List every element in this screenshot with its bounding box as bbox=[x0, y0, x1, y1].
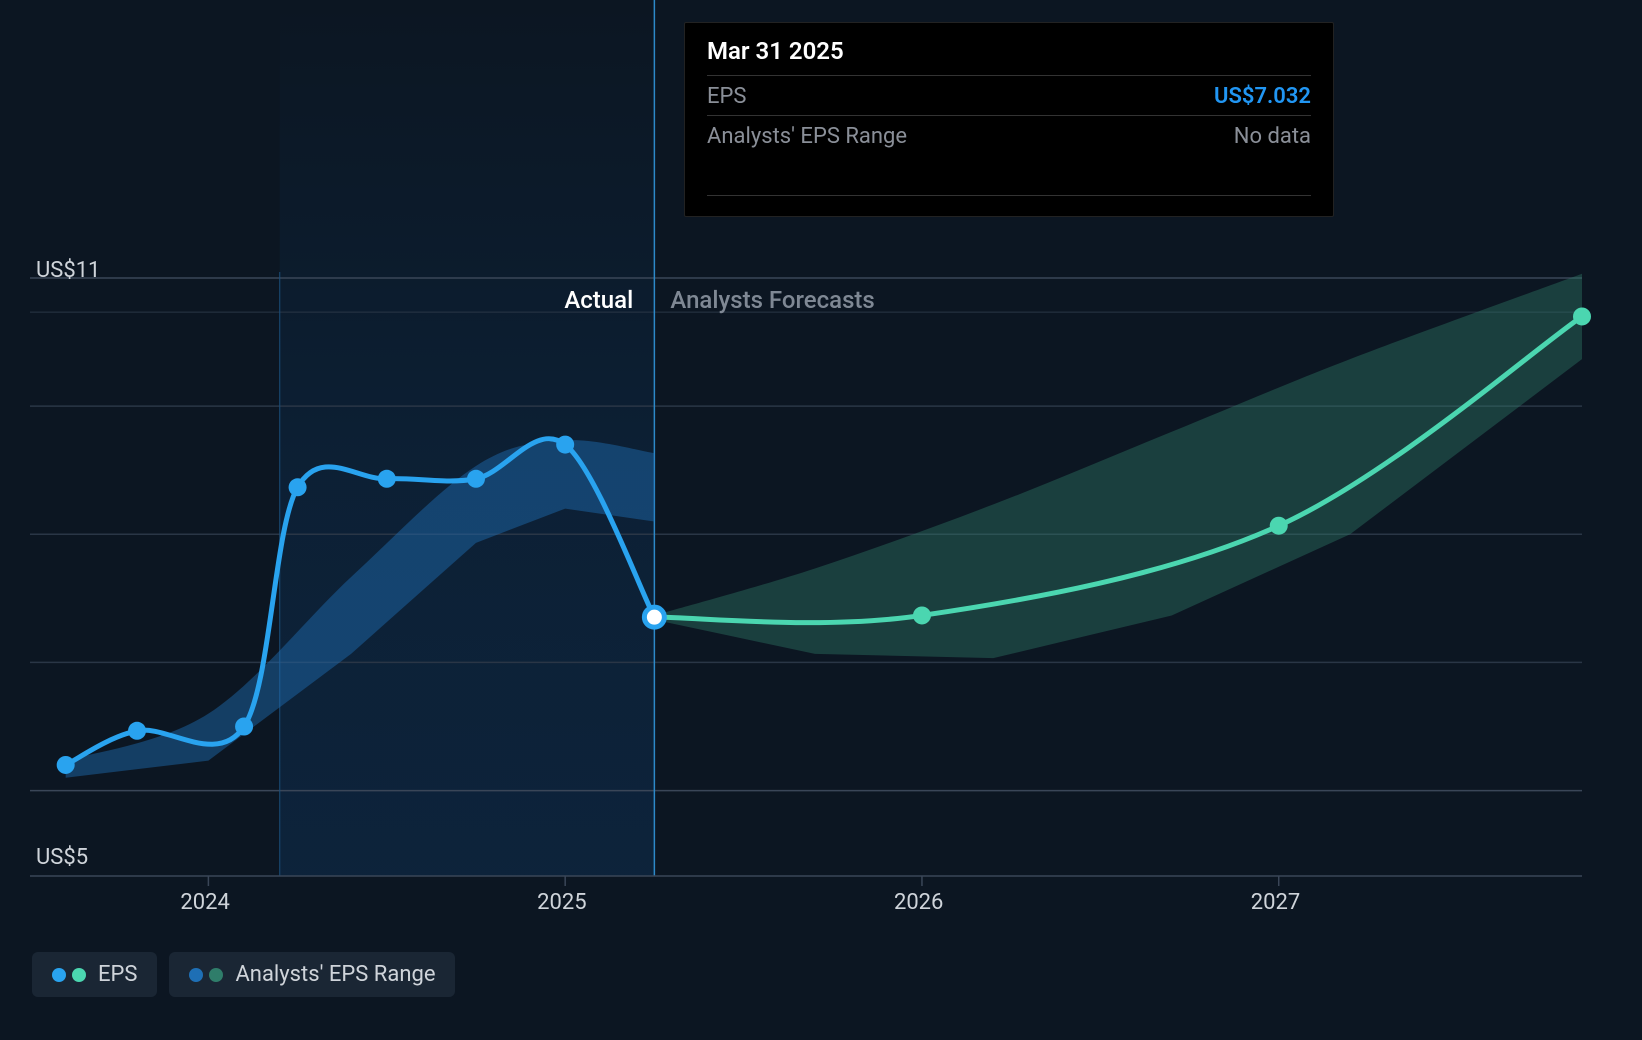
x-axis-label: 2027 bbox=[1251, 890, 1300, 915]
legend-swatch bbox=[189, 968, 203, 982]
tooltip-label: Analysts' EPS Range bbox=[707, 124, 907, 149]
x-axis-label: 2024 bbox=[180, 890, 229, 915]
y-axis-label: US$5 bbox=[36, 845, 88, 870]
tooltip-row-eps: EPS US$7.032 bbox=[707, 75, 1311, 115]
chart-tooltip: Mar 31 2025 EPS US$7.032 Analysts' EPS R… bbox=[684, 22, 1334, 217]
legend-swatch bbox=[209, 968, 223, 982]
tooltip-separator bbox=[707, 195, 1311, 196]
legend-swatch bbox=[52, 968, 66, 982]
tooltip-label: EPS bbox=[707, 84, 746, 109]
section-label-actual: Actual bbox=[564, 286, 633, 314]
x-axis-label: 2025 bbox=[537, 890, 586, 915]
x-axis-label: 2026 bbox=[894, 890, 943, 915]
chart-legend: EPS Analysts' EPS Range bbox=[32, 952, 455, 997]
legend-item[interactable]: EPS bbox=[32, 952, 157, 997]
chart-container: Actual Analysts Forecasts Mar 31 2025 EP… bbox=[0, 0, 1642, 1040]
section-label-forecast: Analysts Forecasts bbox=[670, 286, 874, 314]
tooltip-value: No data bbox=[1234, 124, 1311, 149]
tooltip-value: US$7.032 bbox=[1214, 84, 1311, 109]
tooltip-row-range: Analysts' EPS Range No data bbox=[707, 115, 1311, 155]
tooltip-date: Mar 31 2025 bbox=[707, 37, 1311, 65]
legend-swatch bbox=[72, 968, 86, 982]
legend-label: EPS bbox=[98, 962, 137, 987]
legend-swatch-pair bbox=[52, 968, 86, 982]
legend-item[interactable]: Analysts' EPS Range bbox=[169, 952, 455, 997]
legend-label: Analysts' EPS Range bbox=[235, 962, 435, 987]
y-axis-label: US$11 bbox=[36, 258, 100, 283]
legend-swatch-pair bbox=[189, 968, 223, 982]
